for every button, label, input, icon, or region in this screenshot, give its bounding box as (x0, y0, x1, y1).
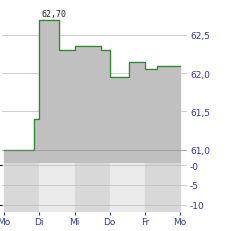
Bar (110, 164, 145, 213)
Text: 62,70: 62,70 (41, 10, 66, 19)
Bar (4, 164, 39, 213)
Bar (75, 164, 110, 213)
Bar (39, 164, 75, 213)
Bar (145, 164, 180, 213)
